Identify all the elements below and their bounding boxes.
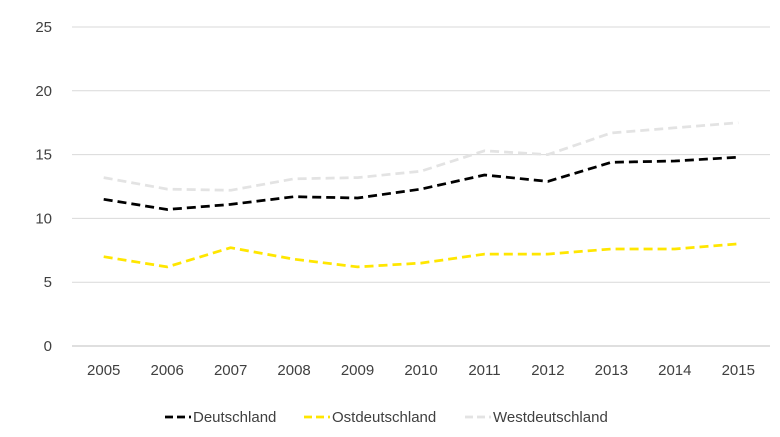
x-tick-label: 2009 bbox=[341, 362, 374, 379]
x-tick-label: 2010 bbox=[404, 362, 437, 379]
y-axis: 0 5 10 15 20 25 bbox=[35, 19, 52, 355]
legend-label: Westdeutschland bbox=[493, 409, 608, 426]
y-tick-label: 5 bbox=[44, 274, 52, 291]
x-tick-label: 2005 bbox=[87, 362, 120, 379]
x-tick-label: 2006 bbox=[150, 362, 183, 379]
series-line-deutschland bbox=[103, 155, 739, 211]
x-tick-label: 2012 bbox=[531, 362, 564, 379]
x-tick-label: 2013 bbox=[595, 362, 628, 379]
x-tick-label: 2007 bbox=[214, 362, 247, 379]
gridlines bbox=[72, 26, 770, 347]
legend: Deutschland Ostdeutschland Westdeutschland bbox=[165, 409, 608, 426]
y-tick-label: 0 bbox=[44, 338, 52, 355]
x-axis: 2005 2006 2007 2008 2009 2010 2011 2012 2013 2014… bbox=[87, 362, 755, 379]
x-tick-label: 2015 bbox=[722, 362, 755, 379]
x-tick-label: 2014 bbox=[658, 362, 691, 379]
y-tick-label: 20 bbox=[35, 83, 52, 100]
x-tick-label: 2008 bbox=[277, 362, 310, 379]
series-line-westdeutschland bbox=[103, 121, 739, 192]
y-tick-label: 25 bbox=[35, 19, 52, 36]
legend-label: Ostdeutschland bbox=[332, 409, 436, 426]
y-tick-label: 10 bbox=[35, 210, 52, 227]
x-tick-label: 2011 bbox=[468, 362, 500, 379]
series-line-ostdeutschland bbox=[103, 242, 739, 269]
y-tick-label: 15 bbox=[35, 147, 52, 164]
series-lines bbox=[103, 121, 739, 269]
legend-label: Deutschland bbox=[193, 409, 276, 426]
